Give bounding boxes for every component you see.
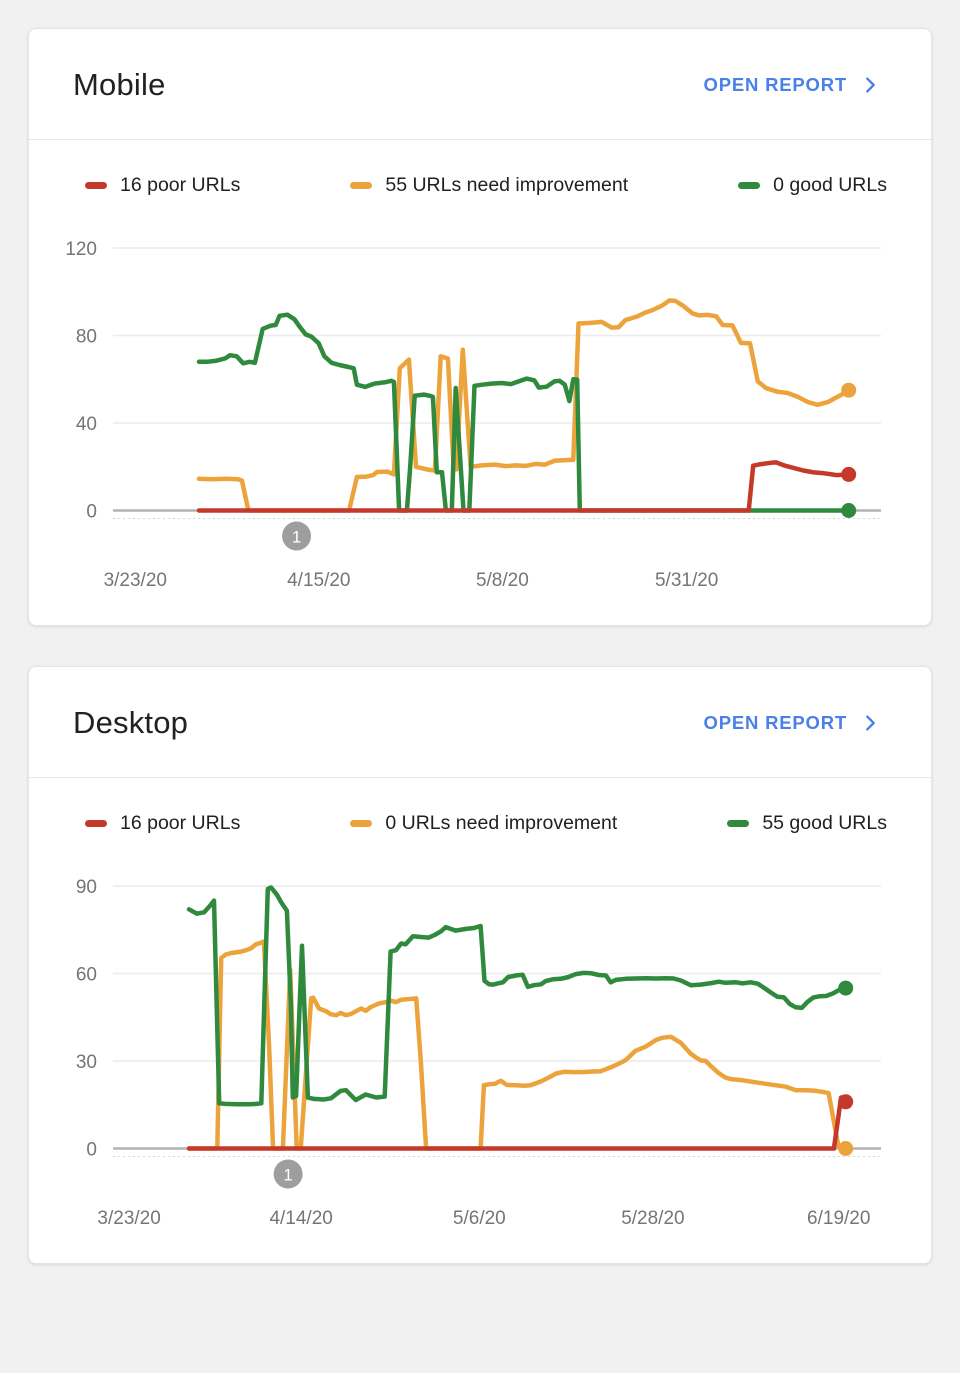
legend-item-good: 55 good URLs bbox=[727, 812, 887, 835]
y-axis-label: 40 bbox=[76, 414, 97, 435]
open-report-label: OPEN REPORT bbox=[703, 74, 847, 95]
annotation-label: 1 bbox=[283, 1166, 292, 1185]
series-end-dot-good bbox=[841, 503, 857, 518]
y-axis-label: 0 bbox=[86, 502, 97, 523]
series-line-needs-improvement bbox=[196, 298, 851, 513]
y-axis-label: 0 bbox=[86, 1140, 97, 1161]
legend-swatch-poor bbox=[85, 820, 107, 827]
chart-legend: 16 poor URLs 0 URLs need improvement 55 … bbox=[29, 778, 931, 835]
chart-area: 90 60 30 0 3/23/20 4/14/20 5/6/20 5/28/20 6/19/2… bbox=[29, 853, 931, 1263]
legend-item-poor: 16 poor URLs bbox=[85, 174, 240, 197]
series-line-good bbox=[196, 312, 851, 513]
legend-swatch-good bbox=[738, 182, 761, 189]
desktop-report-card: Desktop OPEN REPORT 16 poor URLs 0 URLs … bbox=[28, 666, 932, 1264]
series-end-dot-needs-improvement bbox=[838, 1141, 854, 1156]
legend-swatch-good bbox=[727, 820, 750, 827]
legend-item-good: 0 good URLs bbox=[738, 174, 887, 197]
card-title: Mobile bbox=[73, 67, 166, 102]
legend-swatch-needs-improvement bbox=[350, 182, 373, 189]
card-header: Mobile OPEN REPORT bbox=[29, 29, 931, 139]
x-axis-label: 6/19/20 bbox=[807, 1208, 870, 1229]
chart-area: 120 80 40 0 3/23/20 4/15/20 5/8/20 5/31/20 1 bbox=[29, 215, 931, 625]
legend-swatch-poor bbox=[85, 182, 107, 189]
header-divider bbox=[29, 139, 931, 140]
series-line-poor bbox=[196, 460, 851, 513]
series-line-good bbox=[186, 885, 848, 1107]
x-axis-label: 5/28/20 bbox=[621, 1208, 684, 1229]
annotation-marker[interactable]: 1 bbox=[282, 521, 312, 551]
chevron-right-icon bbox=[866, 77, 875, 93]
series-line-poor bbox=[186, 1095, 848, 1151]
x-axis-label: 5/31/20 bbox=[655, 570, 718, 591]
chevron-right-icon bbox=[866, 715, 875, 731]
y-axis-label: 60 bbox=[76, 965, 97, 986]
card-header: Desktop OPEN REPORT bbox=[29, 667, 931, 777]
open-report-link[interactable]: OPEN REPORT bbox=[704, 74, 881, 96]
legend-label-poor: 16 poor URLs bbox=[120, 812, 241, 834]
legend-swatch-needs-improvement bbox=[350, 820, 373, 827]
x-axis-label: 3/23/20 bbox=[97, 1208, 160, 1229]
series-end-dot-good bbox=[838, 980, 854, 996]
mobile-report-card: Mobile OPEN REPORT 16 poor URLs 55 URLs … bbox=[28, 28, 932, 626]
legend-label-needs-improvement: 55 URLs need improvement bbox=[385, 174, 629, 196]
x-axis-label: 3/23/20 bbox=[104, 570, 167, 591]
open-report-label: OPEN REPORT bbox=[703, 712, 847, 733]
annotation-label: 1 bbox=[292, 528, 301, 547]
series-end-dot-needs-improvement bbox=[841, 382, 857, 398]
annotation-marker[interactable]: 1 bbox=[273, 1159, 303, 1189]
legend-item-needs-improvement: 55 URLs need improvement bbox=[350, 174, 628, 197]
desktop-cwv-line-chart: 90 60 30 0 3/23/20 4/14/20 5/6/20 5/28/20 6/19/2… bbox=[76, 877, 881, 1229]
y-axis-label: 30 bbox=[76, 1052, 97, 1073]
y-axis-label: 80 bbox=[76, 327, 97, 348]
legend-item-needs-improvement: 0 URLs need improvement bbox=[350, 812, 617, 835]
mobile-cwv-line-chart: 120 80 40 0 3/23/20 4/15/20 5/8/20 5/31/20 1 bbox=[65, 239, 881, 591]
series-end-dot-poor bbox=[841, 466, 857, 482]
legend-label-good: 0 good URLs bbox=[773, 174, 887, 196]
open-report-link[interactable]: OPEN REPORT bbox=[704, 712, 881, 734]
series-end-dot-poor bbox=[838, 1094, 854, 1110]
card-title: Desktop bbox=[73, 705, 189, 740]
chart-legend: 16 poor URLs 55 URLs need improvement 0 … bbox=[29, 140, 931, 197]
x-axis-label: 4/14/20 bbox=[269, 1208, 332, 1229]
legend-label-good: 55 good URLs bbox=[762, 812, 887, 834]
y-axis-label: 90 bbox=[76, 877, 97, 898]
x-axis-label: 4/15/20 bbox=[287, 570, 350, 591]
header-divider bbox=[29, 777, 931, 778]
y-axis-label: 120 bbox=[65, 239, 97, 260]
legend-label-poor: 16 poor URLs bbox=[120, 174, 241, 196]
legend-item-poor: 16 poor URLs bbox=[85, 812, 240, 835]
x-axis-label: 5/6/20 bbox=[453, 1208, 506, 1229]
legend-label-needs-improvement: 0 URLs need improvement bbox=[385, 812, 618, 834]
x-axis-label: 5/8/20 bbox=[476, 570, 529, 591]
